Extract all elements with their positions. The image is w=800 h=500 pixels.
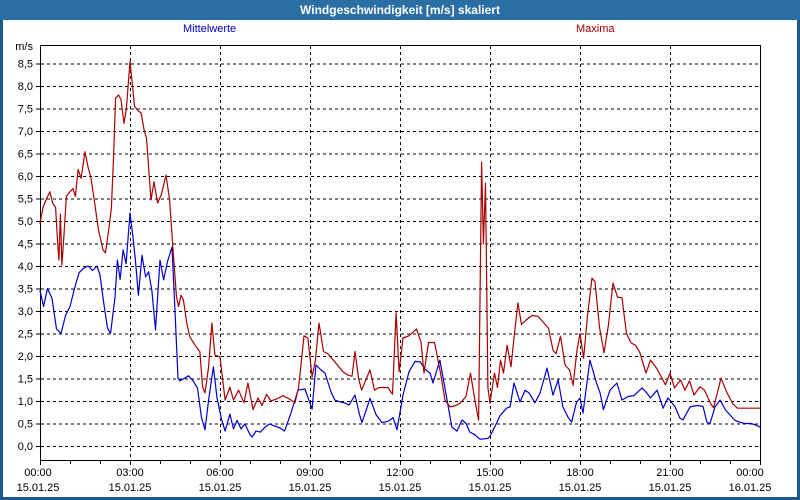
y-axis-tick-label: 8,0 [18,81,33,93]
gridlines [41,46,759,459]
y-axis-tick-label: 7,0 [18,126,33,138]
y-axis-tick-label: 5,5 [18,194,33,206]
y-axis-tick-label: 4,5 [18,239,33,251]
y-axis-tick-label: 8,5 [18,59,33,71]
x-axis-date-label: 15.01.25 [379,482,422,494]
legend-mittelwerte: Mittelwerte [183,23,237,35]
y-axis-tick-label: 0,0 [18,441,33,453]
x-axis-time-label: 15:00 [476,467,504,479]
x-axis-date-label: 15.01.25 [109,482,152,494]
axis-ticks [36,63,761,465]
y-axis-tick-label: 4,0 [18,261,33,273]
x-axis-date-label: 15.01.25 [289,482,332,494]
x-axis-time-label: 18:00 [566,467,594,479]
y-axis-unit-label: m/s [15,41,33,53]
y-axis-tick-label: 6,0 [18,171,33,183]
mittelwerte-line [39,212,761,440]
y-axis-tick-label: 3,5 [18,284,33,296]
y-axis-tick-label: 2,0 [18,351,33,363]
y-axis-labels: 0,0 0,5 1,0 1,5 2,0 2,5 3,0 3,5 4,0 4,5 5,0 5,5 6,0 6… [15,41,33,453]
y-axis-tick-label: 7,5 [18,104,33,116]
y-axis-tick-label: 6,5 [18,149,33,161]
y-axis-tick-label: 2,5 [18,329,33,341]
x-axis-date-label: 15.01.25 [199,482,242,494]
x-axis-time-label: 00:00 [24,467,52,479]
y-axis-tick-label: 0,5 [18,419,33,431]
x-axis-time-label: 03:00 [116,467,144,479]
x-axis-time-label: 21:00 [656,467,684,479]
title-bar: Windgeschwindigkeit [m/s] skaliert [0,0,800,20]
y-axis-tick-label: 1,0 [18,396,33,408]
y-axis-tick-label: 3,0 [18,306,33,318]
x-axis-labels: 00:00 15.01.25 03:00 15.01.25 06:00 15.01.25 0… [17,467,772,494]
x-axis-time-label: 00:00 [736,467,764,479]
y-axis-tick-label: 5,0 [18,216,33,228]
maxima-line [39,60,761,421]
y-axis-tick-label: 1,5 [18,374,33,386]
x-axis-date-label: 15.01.25 [649,482,692,494]
page-title: Windgeschwindigkeit [m/s] skaliert [300,3,500,17]
x-axis-date-label: 15.01.25 [559,482,602,494]
x-axis-date-label: 16.01.25 [729,482,772,494]
x-axis-date-label: 15.01.25 [469,482,512,494]
x-axis-date-label: 15.01.25 [17,482,60,494]
legend-maxima: Maxima [576,23,615,35]
x-axis-time-label: 09:00 [296,467,324,479]
x-axis-time-label: 06:00 [206,467,234,479]
x-axis-time-label: 12:00 [386,467,414,479]
